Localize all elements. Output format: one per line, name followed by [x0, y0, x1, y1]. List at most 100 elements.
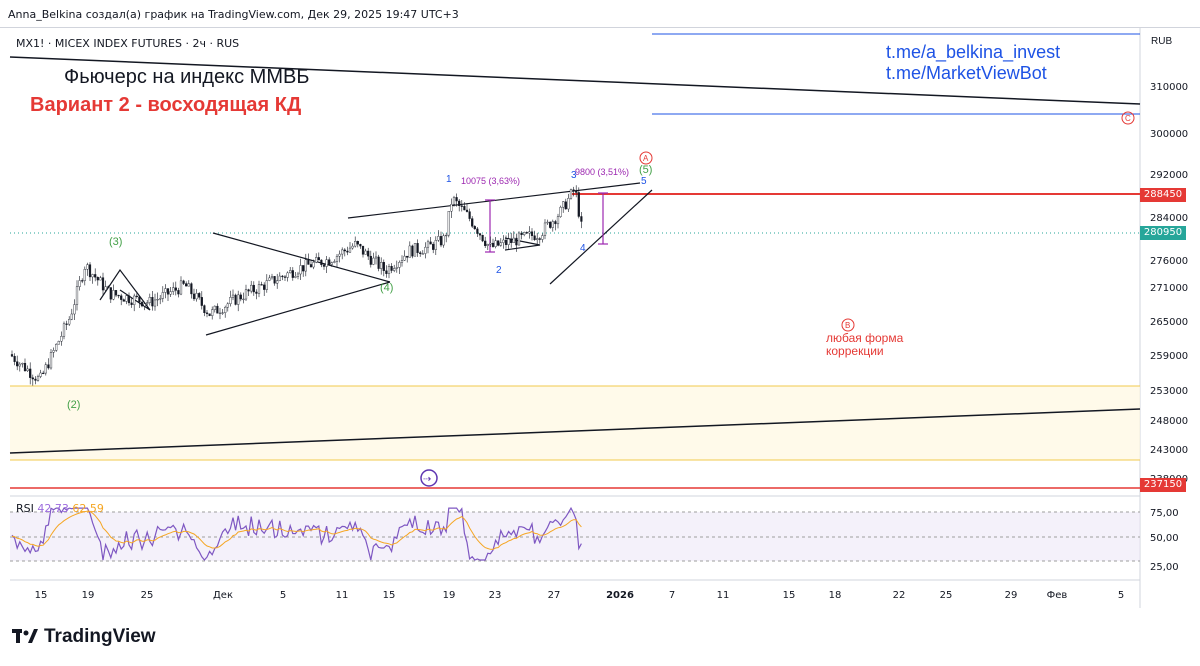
candle-body [120, 295, 123, 300]
candle-body [190, 283, 193, 295]
candle-body [385, 270, 388, 274]
candle-body [424, 246, 427, 254]
candle-body [577, 192, 580, 217]
candle-body [138, 296, 141, 303]
candle-body [99, 277, 102, 281]
candle-body [130, 302, 133, 305]
price-chart[interactable]: (2) (3) (4) (5) 1 2 3 4 5 10075 (3,63%) … [0, 0, 1200, 610]
candle-body [65, 323, 68, 325]
candle-body [198, 293, 201, 298]
time-tick: 29 [1005, 590, 1018, 601]
candle-body [338, 253, 341, 257]
candle-body [354, 241, 357, 247]
candle-body [315, 257, 318, 263]
candle-body [237, 294, 240, 305]
candle-body [486, 244, 489, 246]
candle-body [533, 235, 536, 241]
candle-body [369, 255, 372, 265]
candle-body [153, 299, 157, 307]
wedge-lower [549, 189, 653, 285]
candle-body [408, 245, 411, 258]
correction-note: любая форма коррекции [826, 332, 903, 358]
candle-body [68, 319, 71, 325]
candle-body [231, 294, 235, 298]
candle-body [387, 266, 391, 274]
candle-body [460, 205, 463, 207]
candle-body [70, 313, 73, 320]
candle-body [450, 204, 453, 212]
price-tag-current: 280950 [1140, 226, 1186, 240]
candle-body [122, 299, 125, 302]
candle-body [195, 293, 198, 300]
candle-body [317, 257, 320, 261]
candle-body [580, 216, 583, 222]
candle-body [372, 257, 375, 265]
wave-letter-c: C [1125, 114, 1131, 123]
event-marker-icon[interactable] [420, 469, 438, 487]
candle-body [104, 286, 107, 291]
candle-body [497, 240, 500, 246]
candle-body [281, 275, 284, 278]
symbol-info[interactable]: MX1! · MICEX INDEX FUTURES · 2ч · RUS [16, 37, 240, 50]
candle-body [299, 265, 302, 275]
correction-note-line1: любая форма [826, 331, 904, 345]
price-tag-resistance: 288450 [1140, 188, 1186, 202]
time-tick: 18 [829, 590, 842, 601]
candle-body [247, 289, 250, 292]
candle-body [252, 284, 255, 293]
rsi-legend[interactable]: RSI 42,73 62,59 [16, 502, 104, 515]
candle-body [91, 274, 94, 278]
candle-body [489, 242, 492, 245]
candle-body [294, 276, 297, 278]
time-tick: 23 [489, 590, 502, 601]
candle-body [203, 305, 206, 314]
candle-body [398, 262, 401, 268]
chart-title: Фьючерс на индекс ММВБ [64, 66, 310, 88]
time-tick: 27 [548, 590, 561, 601]
candle-body [328, 259, 331, 265]
candle-body [348, 247, 352, 253]
candle-body [224, 306, 227, 313]
candle-body [367, 250, 370, 257]
candle-body [512, 237, 515, 243]
rsi-tick: 25,00 [1150, 562, 1179, 573]
candle-body [182, 280, 185, 284]
candle-body [112, 290, 115, 300]
candle-body [530, 231, 534, 236]
candle-body [523, 232, 526, 235]
candle-body [94, 274, 97, 278]
candle-body [309, 264, 313, 268]
candle-body [471, 218, 474, 227]
candle-body [395, 267, 398, 269]
candle-body [263, 284, 266, 290]
candle-body [151, 297, 154, 307]
candle-body [546, 221, 549, 224]
wave-letter-a: A [643, 154, 649, 163]
candle-body [468, 211, 471, 219]
candle-body [78, 280, 81, 287]
candle-body [265, 280, 268, 290]
candle-body [346, 250, 349, 253]
rsi-ma-line [11, 510, 582, 550]
candle-body [55, 343, 58, 351]
price-axis-ticks: 310000 300000 292000 284000 276000 271000 2650… [1150, 82, 1188, 485]
candle-body [437, 236, 440, 241]
candle-body [541, 235, 544, 240]
candle-body [148, 297, 151, 303]
candle-body [10, 354, 14, 357]
candle-body [270, 276, 274, 279]
time-tick: 11 [717, 590, 730, 601]
telegram-links: t.me/a_belkina_invest t.me/MarketViewBot [886, 42, 1060, 84]
candle-body [499, 242, 502, 246]
subwave-label-5: 5 [641, 176, 647, 187]
currency-label[interactable]: RUB [1151, 36, 1173, 47]
candle-body [169, 291, 172, 295]
candle-body [216, 305, 219, 314]
subwave-label-3: 3 [571, 170, 577, 181]
candle-body [400, 260, 404, 263]
chart-variant-title: Вариант 2 - восходящая КД [30, 94, 302, 116]
candle-body [343, 249, 346, 252]
candle-body [23, 362, 27, 372]
tradingview-logo[interactable]: TradingView [12, 626, 156, 648]
triangle-lower [205, 281, 391, 336]
